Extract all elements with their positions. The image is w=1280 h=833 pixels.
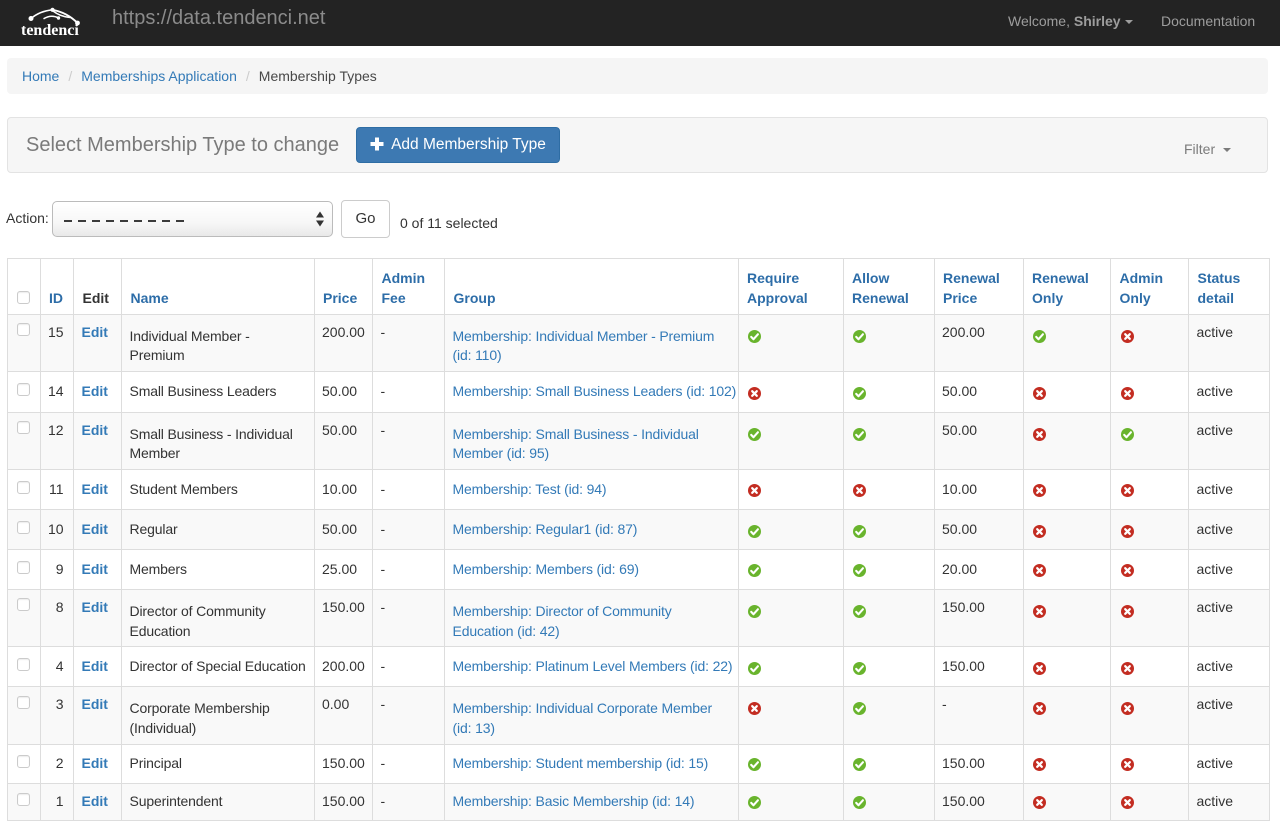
svg-text:tendenci: tendenci [21, 22, 79, 39]
